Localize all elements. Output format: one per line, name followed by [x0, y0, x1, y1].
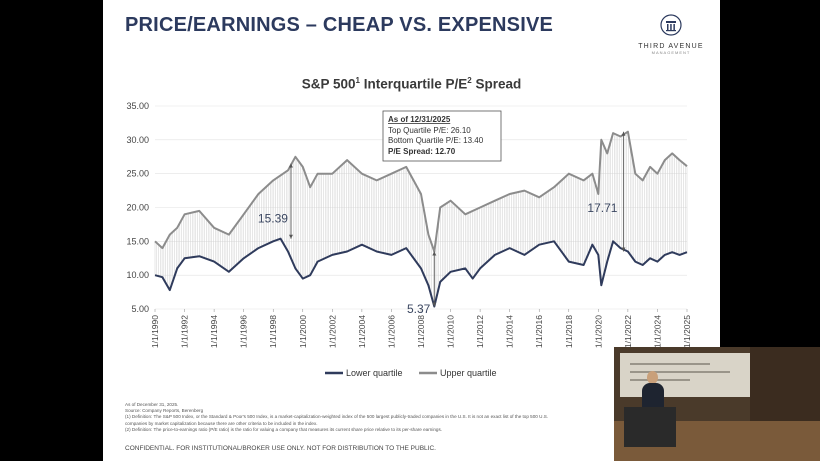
info-box-line: Bottom Quartile P/E: 13.40	[388, 136, 484, 145]
info-box-line: Top Quartile P/E: 26.10	[388, 126, 471, 135]
x-tick-label: 1/1/2025	[682, 315, 692, 348]
x-tick-label: 1/1/2020	[593, 315, 603, 348]
x-tick-label: 1/1/2010	[446, 315, 456, 348]
speaker-webcam-feed	[614, 347, 820, 461]
chart-title-footnote-2: 2	[467, 76, 472, 85]
annotation-value-label: 17.71	[587, 201, 617, 215]
x-tick-label: 1/1/2012	[475, 315, 485, 348]
footnote-line: companies by market capitalization becau…	[125, 420, 318, 426]
footnote-line: (2) Definition: The price-to-earnings ra…	[125, 426, 443, 432]
y-tick-label: 10.00	[126, 270, 149, 280]
x-tick-label: 1/1/1998	[268, 315, 278, 348]
annotation-arrow-head	[621, 247, 626, 252]
building-logo-icon	[660, 14, 682, 36]
annotation-value-label: 5.37	[407, 302, 431, 316]
x-tick-label: 1/1/2016	[534, 315, 544, 348]
slide-title: PRICE/EARNINGS – CHEAP VS. EXPENSIVE	[125, 14, 554, 36]
y-tick-label: 15.00	[126, 236, 149, 246]
y-tick-label: 25.00	[126, 169, 149, 179]
x-tick-label: 1/1/1990	[150, 315, 160, 348]
footnote-line: (1) Definition: The S&P 500 Index, or th…	[125, 414, 549, 420]
footnotes: As of December 31, 2025. Source: Company…	[125, 402, 548, 433]
confidential-notice: CONFIDENTIAL. FOR INSTITUTIONAL/BROKER U…	[125, 445, 436, 452]
y-tick-label: 35.00	[126, 101, 149, 111]
x-tick-label: 1/1/2018	[564, 315, 574, 348]
info-box-heading: As of 12/31/2025	[388, 115, 451, 124]
logo-name: THIRD AVENUE	[638, 43, 704, 50]
series-line-upper-quartile	[154, 130, 688, 253]
x-tick-label: 1/1/2002	[327, 315, 337, 348]
annotation-arrow-head	[432, 251, 437, 256]
x-tick-label: 1/1/2006	[386, 315, 396, 348]
annotation-arrow-head	[288, 163, 293, 168]
x-tick-label: 1/1/2022	[623, 315, 633, 348]
webcam-podium	[624, 407, 676, 447]
company-logo: THIRD AVENUE MANAGEMENT	[636, 14, 706, 55]
legend-label: Upper quartile	[440, 368, 497, 378]
x-tick-label: 1/1/2014	[505, 315, 515, 348]
chart-title-main: S&P 500	[301, 76, 356, 92]
x-tick-label: 1/1/2024	[652, 315, 662, 348]
x-tick-label: 1/1/1994	[209, 315, 219, 348]
annotation-arrow-head	[432, 302, 437, 307]
chart-title-mid: Interquartile P/E	[359, 76, 468, 92]
info-box	[382, 110, 502, 162]
annotation-arrow-head	[621, 131, 626, 136]
y-tick-label: 20.00	[126, 203, 149, 213]
annotation-value-label: 15.39	[258, 211, 288, 225]
x-tick-label: 1/1/2004	[357, 315, 367, 348]
chart-title-footnote-1: 1	[355, 76, 360, 85]
info-box-spread: P/E Spread: 12.70	[388, 147, 456, 156]
chart-title-end: Spread	[471, 76, 522, 92]
footnote-line: Source: Company Reports, Berenberg	[125, 408, 204, 414]
x-tick-label: 1/1/1996	[239, 315, 249, 348]
y-tick-label: 30.00	[126, 135, 149, 145]
pe-spread-chart: 35.0030.0025.0020.0015.0010.005.001/1/19…	[126, 101, 692, 378]
presentation-slide: PRICE/EARNINGS – CHEAP VS. EXPENSIVE THI…	[103, 0, 720, 461]
footnote-line: As of December 31, 2025.	[125, 402, 179, 407]
annotation-arrow-head	[288, 234, 293, 239]
legend-label: Lower quartile	[346, 368, 403, 378]
x-tick-label: 1/1/2000	[298, 315, 308, 348]
webcam-projector-screen	[620, 353, 750, 397]
x-tick-label: 1/1/1992	[180, 315, 190, 348]
logo-subtitle: MANAGEMENT	[651, 50, 691, 55]
y-tick-label: 5.00	[131, 304, 149, 314]
x-tick-label: 1/1/2008	[416, 315, 426, 348]
chart-title: S&P 5001 Interquartile P/E2 Spread	[103, 76, 720, 92]
webcam-speaker-head	[647, 371, 658, 384]
